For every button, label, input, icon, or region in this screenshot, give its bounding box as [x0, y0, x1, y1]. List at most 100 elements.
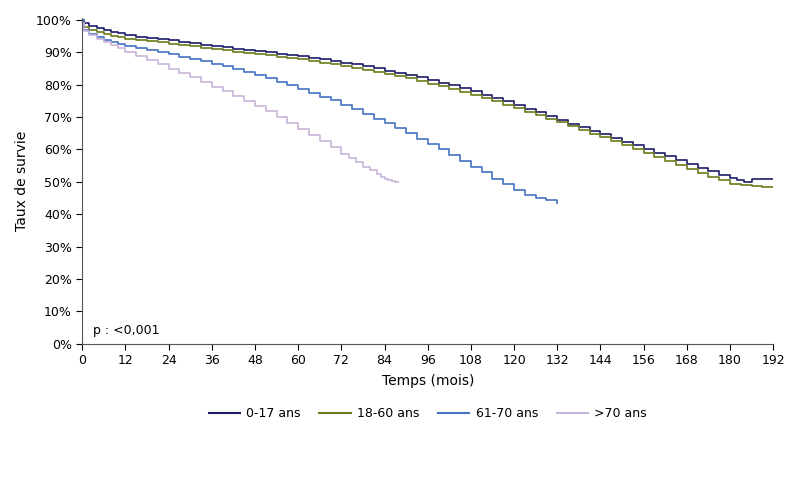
>70 ans — [387, 178, 397, 184]
18-60 ans — [746, 183, 756, 188]
61-70 ans — [78, 17, 87, 23]
>70 ans — [131, 53, 141, 58]
61-70 ans — [164, 52, 174, 57]
61-70 ans — [510, 187, 519, 193]
>70 ans — [229, 94, 238, 99]
61-70 ans — [488, 176, 498, 182]
61-70 ans — [239, 69, 249, 75]
X-axis label: Temps (mois): Temps (mois) — [382, 374, 474, 388]
>70 ans — [358, 164, 368, 169]
61-70 ans — [402, 131, 411, 136]
18-60 ans — [455, 89, 465, 95]
61-70 ans — [218, 63, 227, 69]
61-70 ans — [326, 97, 335, 103]
>70 ans — [380, 176, 390, 182]
>70 ans — [366, 168, 375, 173]
>70 ans — [114, 45, 123, 51]
>70 ans — [92, 36, 102, 41]
61-70 ans — [434, 147, 443, 152]
18-60 ans — [78, 17, 87, 23]
>70 ans — [79, 28, 89, 34]
0-17 ans — [272, 51, 282, 56]
Line: 18-60 ans: 18-60 ans — [82, 20, 773, 188]
18-60 ans — [768, 186, 778, 191]
18-60 ans — [218, 47, 227, 53]
0-17 ans — [218, 44, 227, 50]
Y-axis label: Taux de survie: Taux de survie — [15, 131, 29, 231]
61-70 ans — [390, 125, 400, 131]
61-70 ans — [174, 54, 184, 59]
61-70 ans — [304, 90, 314, 95]
61-70 ans — [196, 58, 206, 64]
0-17 ans — [78, 17, 87, 23]
Line: 61-70 ans: 61-70 ans — [82, 20, 558, 205]
61-70 ans — [347, 106, 357, 112]
>70 ans — [337, 151, 346, 157]
>70 ans — [373, 171, 382, 177]
>70 ans — [218, 89, 227, 94]
>70 ans — [164, 66, 174, 72]
61-70 ans — [282, 82, 292, 88]
61-70 ans — [369, 116, 378, 122]
61-70 ans — [250, 72, 260, 78]
>70 ans — [174, 70, 184, 76]
61-70 ans — [272, 79, 282, 85]
>70 ans — [153, 61, 162, 67]
0-17 ans — [455, 85, 465, 91]
>70 ans — [239, 98, 249, 104]
>70 ans — [250, 103, 260, 109]
>70 ans — [142, 57, 152, 63]
61-70 ans — [261, 75, 270, 81]
>70 ans — [261, 109, 270, 114]
18-60 ans — [466, 92, 476, 98]
>70 ans — [207, 84, 217, 90]
61-70 ans — [106, 39, 116, 45]
61-70 ans — [445, 152, 454, 158]
>70 ans — [326, 145, 335, 150]
>70 ans — [394, 180, 404, 186]
61-70 ans — [553, 202, 562, 207]
61-70 ans — [85, 31, 94, 37]
>70 ans — [351, 159, 361, 165]
61-70 ans — [186, 56, 195, 62]
61-70 ans — [358, 111, 368, 117]
61-70 ans — [142, 47, 152, 53]
61-70 ans — [207, 61, 217, 67]
>70 ans — [344, 155, 354, 161]
61-70 ans — [131, 45, 141, 51]
>70 ans — [304, 132, 314, 138]
61-70 ans — [229, 66, 238, 72]
61-70 ans — [153, 49, 162, 55]
>70 ans — [106, 42, 116, 48]
0-17 ans — [671, 157, 681, 163]
61-70 ans — [542, 197, 551, 203]
61-70 ans — [315, 94, 325, 99]
61-70 ans — [455, 158, 465, 164]
>70 ans — [282, 120, 292, 126]
0-17 ans — [142, 35, 152, 41]
61-70 ans — [520, 192, 530, 198]
61-70 ans — [498, 181, 508, 187]
61-70 ans — [114, 41, 123, 47]
>70 ans — [196, 79, 206, 85]
61-70 ans — [531, 195, 541, 201]
Legend: 0-17 ans, 18-60 ans, 61-70 ans, >70 ans: 0-17 ans, 18-60 ans, 61-70 ans, >70 ans — [204, 402, 652, 425]
Line: 0-17 ans: 0-17 ans — [82, 20, 773, 182]
61-70 ans — [477, 169, 486, 175]
61-70 ans — [79, 27, 89, 33]
61-70 ans — [99, 37, 109, 42]
>70 ans — [315, 138, 325, 144]
>70 ans — [78, 20, 87, 26]
61-70 ans — [337, 102, 346, 108]
61-70 ans — [412, 136, 422, 142]
0-17 ans — [768, 176, 778, 182]
61-70 ans — [380, 120, 390, 126]
Text: p : <0,001: p : <0,001 — [93, 324, 159, 337]
0-17 ans — [739, 179, 749, 185]
>70 ans — [390, 179, 400, 185]
0-17 ans — [682, 161, 692, 167]
Line: >70 ans: >70 ans — [82, 23, 399, 183]
>70 ans — [186, 75, 195, 80]
61-70 ans — [466, 164, 476, 169]
>70 ans — [272, 114, 282, 120]
